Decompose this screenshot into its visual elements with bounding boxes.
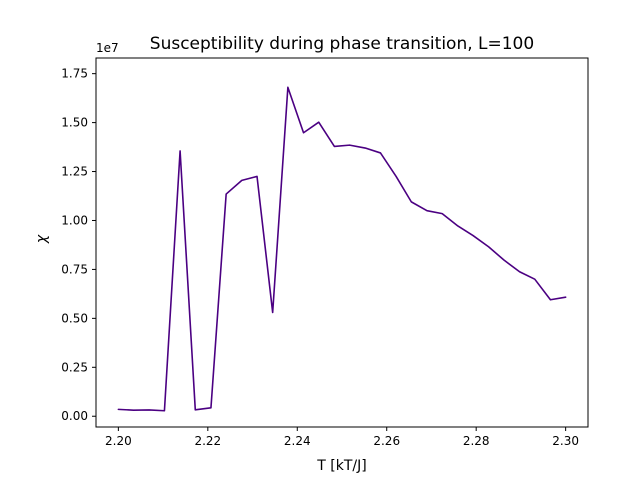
x-tick-label: 2.30 xyxy=(552,434,579,448)
x-tick-label: 2.22 xyxy=(194,434,221,448)
x-axis-title: T [kT/J] xyxy=(316,458,366,474)
x-tick-label: 2.26 xyxy=(373,434,400,448)
y-offset-label: 1e7 xyxy=(96,41,119,55)
x-tick-label: 2.24 xyxy=(284,434,311,448)
y-tick-label: 0.00 xyxy=(61,409,88,423)
x-tick-label: 2.28 xyxy=(463,434,490,448)
y-axis-title: χ xyxy=(34,234,50,244)
ticks-layer: 2.20 2.22 2.24 2.26 2.28 2.30 0.00 0.25 0.50 0.75… xyxy=(61,67,579,448)
y-tick-label: 0.25 xyxy=(61,360,88,374)
y-tick-label: 1.25 xyxy=(61,165,88,179)
x-tick-label: 2.20 xyxy=(105,434,132,448)
chart-title: Susceptibility during phase transition, … xyxy=(150,34,534,54)
series-line xyxy=(117,86,567,412)
y-tick-label: 0.50 xyxy=(61,311,88,325)
y-tick-label: 1.75 xyxy=(61,67,88,81)
plot-layer xyxy=(117,86,567,412)
y-tick-label: 1.00 xyxy=(61,213,88,227)
y-tick-label: 1.50 xyxy=(61,116,88,130)
plot-frame xyxy=(95,57,589,428)
y-tick-label: 0.75 xyxy=(61,262,88,276)
